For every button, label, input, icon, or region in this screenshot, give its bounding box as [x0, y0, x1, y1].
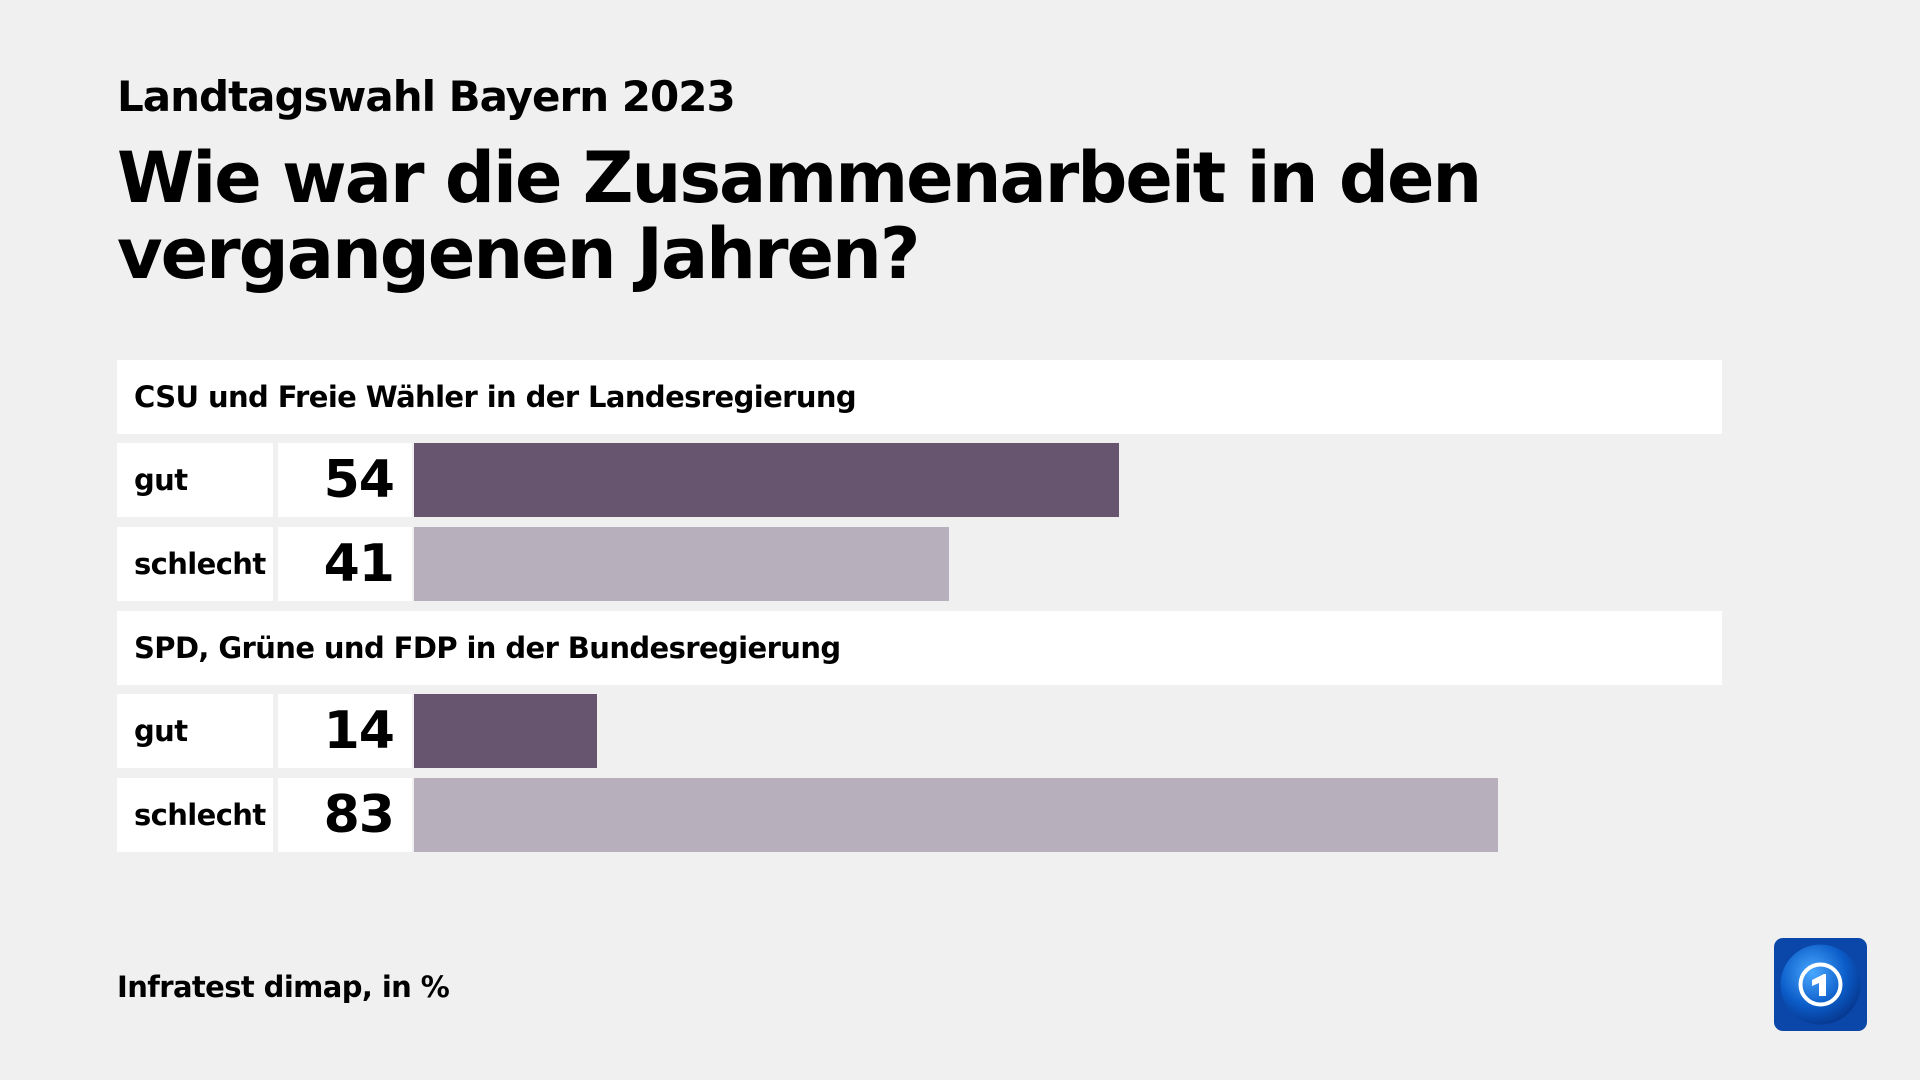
bar-schlecht: [414, 778, 1498, 852]
row-label: schlecht: [117, 778, 273, 852]
chart-title: Wie war die Zusammenarbeit in den vergan…: [117, 137, 1482, 295]
section-header: SPD, Grüne und FDP in der Bundesregierun…: [117, 611, 1722, 685]
row-label: schlecht: [117, 527, 273, 601]
source-note: Infratest dimap, in %: [117, 970, 450, 1004]
data-label: 41: [278, 527, 412, 601]
ard-logo-icon: [1774, 938, 1867, 1031]
row-label: gut: [117, 694, 273, 768]
bar-gut: [414, 694, 597, 768]
chart-subtitle: Landtagswahl Bayern 2023: [117, 72, 736, 121]
data-label: 14: [278, 694, 412, 768]
data-label: 54: [278, 443, 412, 517]
bar-schlecht: [414, 527, 950, 601]
data-label: 83: [278, 778, 412, 852]
bar-gut: [414, 443, 1120, 517]
section-header: CSU und Freie Wähler in der Landesregier…: [117, 360, 1722, 434]
row-label: gut: [117, 443, 273, 517]
